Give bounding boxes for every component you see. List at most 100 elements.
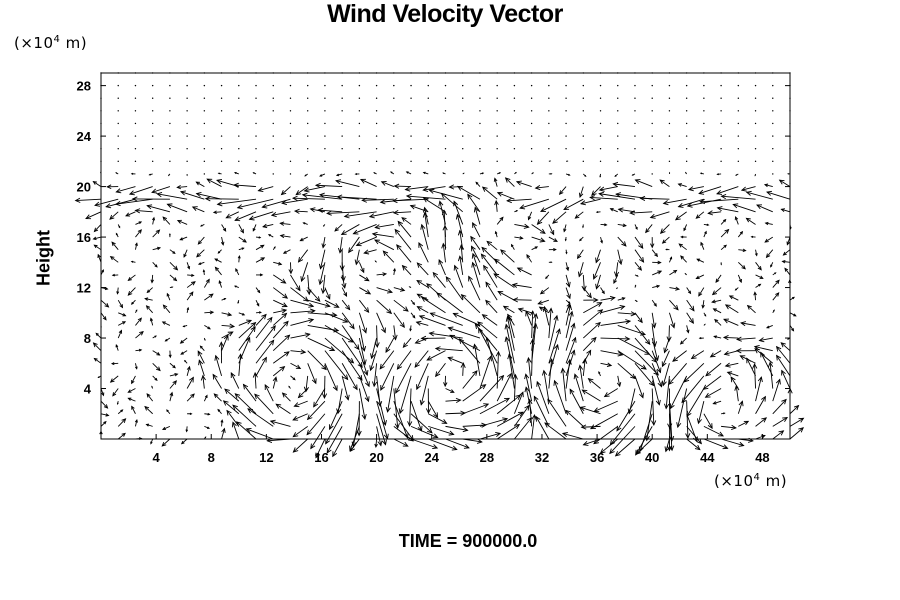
arrow-shaft: [146, 424, 153, 427]
arrow-head: [412, 315, 416, 319]
arrow-head: [237, 255, 241, 259]
vector-arrow: [457, 185, 481, 200]
vector-arrow: [581, 274, 587, 292]
vector-arrow: [391, 198, 429, 204]
arrow-shaft: [635, 438, 653, 455]
arrow-head: [374, 239, 380, 245]
arrow-head: [325, 293, 331, 300]
vector-arrow: [481, 314, 498, 326]
vector-arrow: [359, 274, 370, 282]
y-unit-exponent: 4: [53, 34, 61, 45]
arrow-head: [634, 179, 641, 184]
arrow-head: [587, 377, 594, 384]
arrow-shaft: [324, 325, 354, 343]
arrow-shaft: [246, 428, 274, 440]
arrow-shaft: [238, 354, 242, 376]
arrow-shaft: [421, 224, 429, 250]
arrow-head: [742, 248, 747, 252]
arrow-shaft: [735, 385, 739, 402]
arrow-head: [701, 304, 705, 309]
arrow-shaft: [495, 200, 498, 212]
arrow-head: [764, 238, 769, 243]
arrow-head: [396, 244, 402, 250]
vector-arrow: [536, 211, 550, 225]
vector-arrow: [238, 110, 240, 112]
arrow-head: [657, 381, 663, 388]
arrow-head: [340, 276, 346, 283]
arrow-head: [614, 451, 621, 457]
arrow-head: [297, 392, 304, 399]
vector-arrow: [755, 262, 762, 271]
arrow-shaft: [575, 211, 584, 219]
arrow-head: [669, 435, 675, 442]
arrow-head: [235, 421, 242, 427]
vector-arrow: [374, 325, 380, 349]
vector-arrow: [272, 351, 290, 364]
arrow-head: [93, 244, 98, 249]
vector-arrow: [685, 84, 688, 87]
arrow-head: [722, 444, 729, 450]
arrow-shaft: [436, 292, 463, 314]
arrow-shaft: [651, 325, 656, 347]
arrow-head: [214, 266, 220, 272]
arrow-shaft: [527, 357, 533, 389]
vector-arrow: [358, 110, 361, 112]
vector-arrow: [737, 84, 740, 87]
arrow-head: [720, 263, 722, 266]
arrow-shaft: [152, 362, 161, 371]
vector-arrow: [341, 350, 363, 381]
arrow-head: [282, 293, 289, 299]
arrow-head: [515, 180, 522, 186]
arrow-head: [502, 417, 509, 423]
arrow-shaft: [684, 362, 705, 383]
arrow-shaft: [362, 198, 394, 201]
vector-arrow: [169, 274, 178, 282]
arrow-head: [188, 376, 194, 383]
arrow-head: [189, 291, 194, 297]
arrow-head: [116, 291, 120, 295]
vector-arrow: [772, 148, 774, 150]
vector-arrow: [186, 135, 188, 137]
arrow-head: [218, 280, 222, 284]
arrow-shaft: [646, 401, 653, 441]
vector-arrow: [651, 135, 653, 137]
arrow-shaft: [395, 363, 412, 394]
arrow-head: [197, 240, 202, 245]
vector-arrow: [724, 304, 739, 314]
arrow-shaft: [547, 399, 567, 427]
vector-arrow: [703, 425, 725, 437]
arrow-head: [204, 196, 211, 202]
arrow-shaft: [264, 384, 274, 402]
vector-arrow: [548, 135, 550, 137]
vector-arrow: [496, 148, 498, 150]
vector-arrow: [548, 148, 550, 150]
vector-arrow: [410, 148, 412, 150]
vector-arrow: [237, 353, 243, 376]
arrow-head: [325, 438, 331, 445]
arrow-head: [432, 444, 439, 450]
vector-arrow: [393, 267, 396, 276]
arrow-shaft: [639, 413, 653, 452]
vector-arrow: [288, 385, 291, 389]
vector-arrow: [375, 97, 378, 99]
arrow-head: [761, 395, 766, 402]
vector-arrow: [589, 195, 618, 201]
arrow-head: [314, 296, 321, 302]
vector-arrow: [614, 438, 636, 457]
vector-arrow: [707, 210, 722, 216]
arrow-head: [511, 282, 518, 288]
arrow-shaft: [416, 280, 429, 288]
vector-arrow: [565, 310, 574, 339]
vector-arrow: [151, 148, 154, 150]
vector-arrow: [510, 243, 515, 250]
arrow-head: [592, 297, 599, 303]
arrow-head: [221, 427, 226, 433]
arrow-shaft: [221, 236, 224, 245]
vector-arrow: [634, 97, 636, 99]
arrow-head: [137, 229, 142, 234]
arrow-shaft: [514, 417, 532, 440]
vector-arrow: [127, 388, 136, 393]
arrow-head: [394, 423, 400, 429]
vector-arrow: [213, 393, 222, 402]
vector-arrow: [302, 222, 308, 225]
